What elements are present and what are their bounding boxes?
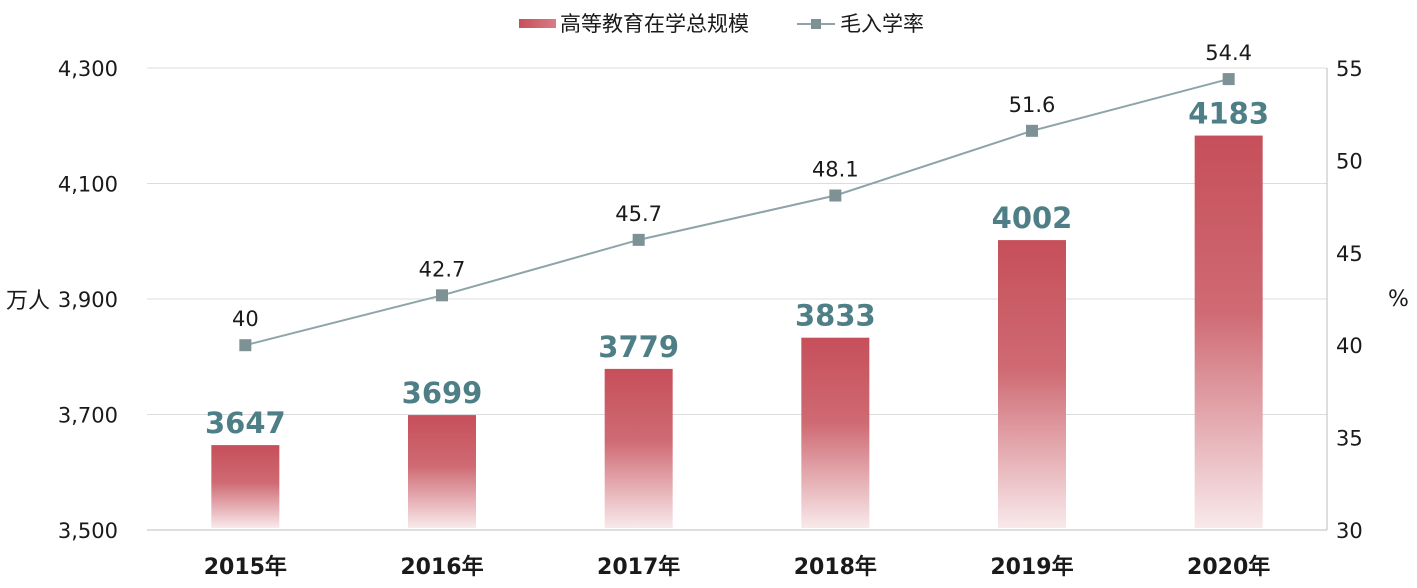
y2-tick-label: 40 <box>1336 334 1363 358</box>
rate-point <box>239 339 252 352</box>
rate-value-label: 48.1 <box>812 158 859 182</box>
bar-value-label: 3833 <box>795 299 876 333</box>
left-axis-ticks: 3,500 3,700 3,900 4,100 4,300 <box>58 57 118 543</box>
bar-value-label: 3779 <box>598 330 679 364</box>
legend-label-bar: 高等教育在学总规模 <box>560 12 749 36</box>
legend-label-line: 毛入学率 <box>840 12 924 36</box>
bar <box>1194 135 1263 528</box>
x-category-label: 2019年 <box>990 554 1073 580</box>
bar <box>408 415 476 528</box>
x-category-label: 2016年 <box>400 554 483 580</box>
bar <box>211 445 280 528</box>
bars <box>211 135 1263 528</box>
y-tick-label: 3,900 <box>58 288 118 312</box>
rate-value-label: 42.7 <box>419 257 466 281</box>
bar-value-label: 4183 <box>1188 97 1269 131</box>
bar <box>604 368 673 528</box>
rate-point <box>1222 73 1235 86</box>
rate-point <box>436 289 448 302</box>
gridlines <box>147 67 1328 531</box>
y-tick-label: 3,700 <box>58 404 118 428</box>
legend: 高等教育在学总规模 毛入学率 <box>519 12 924 36</box>
rate-value-label: 40 <box>232 307 259 331</box>
left-axis-title: 万人 <box>6 289 50 314</box>
y2-tick-label: 35 <box>1336 427 1363 451</box>
rate-point <box>632 233 645 246</box>
right-axis-ticks: 30 35 40 45 50 55 <box>1336 57 1363 543</box>
legend-swatch-bar <box>519 19 556 28</box>
x-category-label: 2015年 <box>204 554 287 580</box>
x-axis-categories: 2015年 2016年 2017年 2018年 2019年 2020年 <box>204 554 1271 580</box>
y-tick-label: 3,500 <box>58 519 118 543</box>
bar <box>998 240 1066 528</box>
rate-point <box>829 189 842 202</box>
rate-point <box>1026 124 1038 137</box>
legend-swatch-marker <box>811 19 821 29</box>
rate-line: 40 42.7 45.7 48.1 51.6 54.4 <box>232 41 1252 352</box>
rate-value-label: 51.6 <box>1009 93 1056 117</box>
bar-value-label: 4002 <box>992 201 1073 235</box>
y2-tick-label: 45 <box>1336 242 1363 266</box>
bar-value-label: 3699 <box>402 376 483 410</box>
right-axis-title: % <box>1388 287 1409 312</box>
rate-value-label: 45.7 <box>615 202 662 226</box>
x-category-label: 2017年 <box>597 554 680 580</box>
rate-line-path <box>245 78 1229 347</box>
y2-tick-label: 50 <box>1336 149 1363 173</box>
bar <box>801 337 870 528</box>
rate-value-label: 54.4 <box>1205 41 1252 65</box>
y-tick-label: 4,100 <box>58 173 118 197</box>
x-category-label: 2020年 <box>1187 554 1270 580</box>
y2-tick-label: 55 <box>1336 57 1363 81</box>
bar-labels: 3647 3699 3779 3833 4002 4183 <box>205 97 1269 441</box>
y-tick-label: 4,300 <box>58 57 118 81</box>
bar-value-label: 3647 <box>205 406 286 440</box>
x-category-label: 2018年 <box>794 554 877 580</box>
y2-tick-label: 30 <box>1336 519 1363 543</box>
